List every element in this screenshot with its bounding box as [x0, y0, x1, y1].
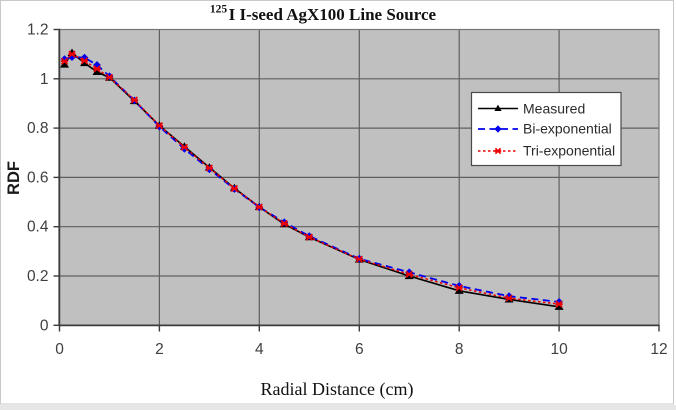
- svg-text:Radial Distance (cm): Radial Distance (cm): [261, 379, 414, 400]
- svg-text:RDF: RDF: [5, 161, 23, 195]
- svg-text:0.4: 0.4: [27, 219, 49, 236]
- svg-text:1.2: 1.2: [27, 22, 49, 39]
- svg-text:0: 0: [55, 341, 64, 358]
- svg-text:0.2: 0.2: [27, 268, 49, 285]
- svg-text:12: 12: [650, 341, 667, 358]
- svg-text:0.8: 0.8: [27, 120, 49, 137]
- svg-text:125I I-seed AgX100 Line Source: 125I I-seed AgX100 Line Source: [210, 4, 437, 25]
- svg-text:10: 10: [550, 341, 568, 358]
- svg-text:2: 2: [155, 341, 164, 358]
- svg-text:Bi-exponential: Bi-exponential: [523, 121, 612, 137]
- svg-text:0.6: 0.6: [27, 169, 49, 186]
- svg-text:6: 6: [355, 341, 364, 358]
- svg-text:0: 0: [40, 317, 49, 334]
- svg-text:1: 1: [40, 71, 49, 88]
- svg-text:Tri-exponential: Tri-exponential: [523, 143, 615, 159]
- svg-text:8: 8: [455, 341, 464, 358]
- svg-text:4: 4: [255, 341, 264, 358]
- svg-text:Measured: Measured: [523, 101, 585, 117]
